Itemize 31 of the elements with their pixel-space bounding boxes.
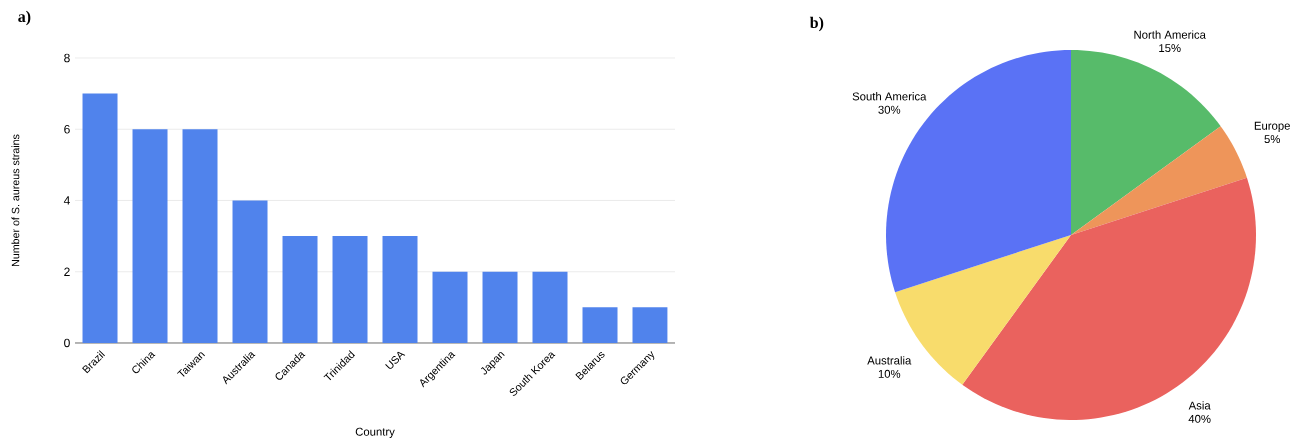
data-label: 10% [878,369,901,378]
x-tick-label: USA [385,351,406,369]
chart-title: b) [809,16,824,32]
slice-label: South America [852,92,927,101]
slice-label: North America [1134,30,1206,39]
bar [432,271,468,343]
slice-label: Europe [1254,121,1290,132]
bar [332,236,368,343]
bar [482,271,518,343]
y-tick-label: 8 [64,53,70,63]
bar [232,200,268,343]
y-tick-label: 2 [64,267,70,276]
data-label: 40% [1188,414,1211,423]
bar [382,236,418,343]
bar [282,236,318,343]
bar [632,307,668,343]
bar [582,307,618,343]
data-label: 15% [1159,44,1181,53]
bar [532,271,568,343]
data-label: 30% [878,105,901,114]
y-axis-title: Number of S. aureus strains [11,134,20,267]
y-tick-label: 0 [64,338,70,348]
chart-title: a) [18,10,31,26]
bar [82,93,118,343]
y-tick-label: 4 [63,196,70,205]
bar [182,129,218,343]
y-tick-label: 6 [64,124,70,134]
slice-label: Asia [1188,401,1211,410]
bar [132,129,168,343]
data-label: 5% [1264,135,1280,144]
x-axis-title: Country [355,427,395,438]
